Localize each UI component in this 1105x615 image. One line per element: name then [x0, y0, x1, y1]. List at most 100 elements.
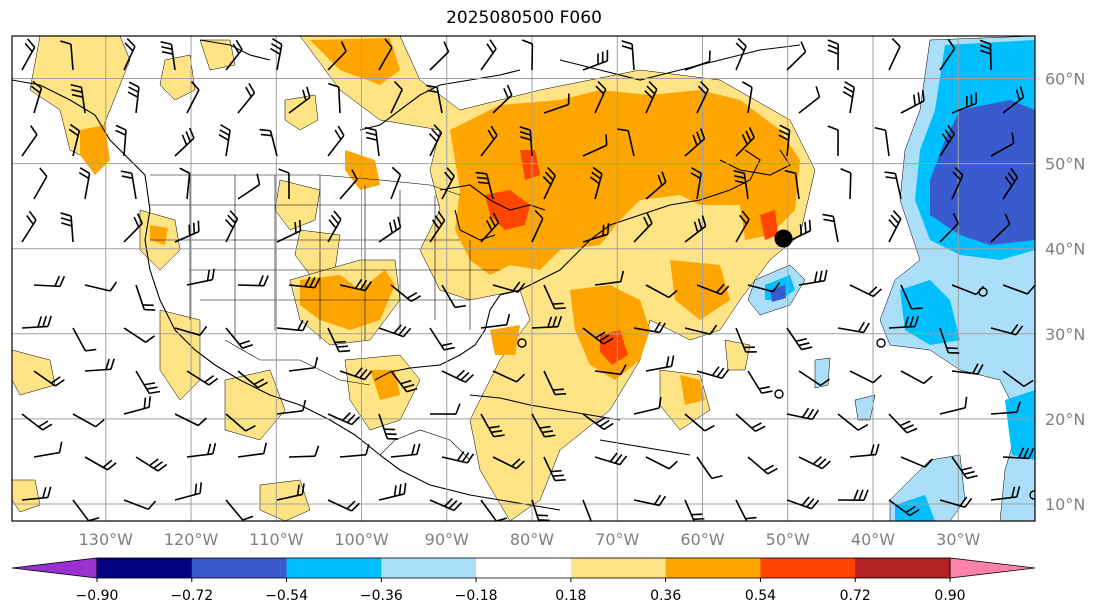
wind-barb [60, 40, 74, 71]
wind-barb [390, 81, 403, 114]
lat-label: 10°N [1045, 495, 1085, 514]
wind-barb [276, 483, 305, 501]
anomaly-shading [12, 36, 1035, 521]
wind-barb [827, 39, 839, 71]
wind-barb [288, 445, 320, 458]
wind-barb [582, 49, 609, 71]
wind-barb [594, 452, 628, 466]
wind-barb [543, 284, 566, 310]
wind-barb [123, 37, 136, 71]
wind-barb [237, 173, 261, 200]
wind-barb [441, 451, 475, 464]
wind-barb [21, 315, 52, 329]
wind-barb [327, 412, 361, 426]
wind-barb [339, 278, 373, 292]
wind-barb [174, 127, 195, 157]
colorbar-tick-label: −0.36 [360, 588, 403, 604]
wind-barb [684, 215, 707, 243]
wind-barb [617, 128, 635, 157]
lat-label: 50°N [1045, 155, 1085, 174]
colorbar-min-extension [11, 557, 98, 579]
wind-barb [378, 413, 399, 440]
wind-barb [582, 327, 614, 345]
wind-barb [21, 125, 38, 157]
wind-barb [594, 80, 607, 114]
wind-barb [849, 284, 882, 298]
colorbar-segment [855, 558, 951, 578]
wind-barb [378, 482, 407, 501]
wind-barb [990, 213, 1011, 243]
wind-barb [21, 486, 52, 501]
wind-barb [288, 356, 319, 372]
wind-barb [390, 284, 422, 303]
colorbar-tick-label: −0.90 [76, 588, 119, 604]
wind-barb [84, 281, 118, 292]
wind-barbs [21, 37, 1035, 521]
calm-marker [517, 338, 527, 348]
wind-barb [186, 442, 217, 458]
wind-barb [1002, 86, 1025, 114]
colorbar-tick-label: −0.72 [170, 588, 213, 604]
wind-barb [33, 441, 63, 458]
colorbar-segment [286, 558, 382, 578]
wind-barb [428, 124, 443, 157]
colorbar-segment [381, 558, 477, 578]
wind-barb [633, 212, 653, 243]
wind-barb [735, 327, 757, 353]
wind-barb [33, 370, 65, 387]
wind-barb [1002, 370, 1034, 388]
wind-barb [747, 282, 781, 293]
wind-barb [21, 413, 53, 431]
wind-barb [78, 167, 91, 200]
wind-barb [492, 84, 513, 114]
wind-barb [747, 456, 778, 475]
wind-barb [784, 169, 800, 200]
lon-label: 40°W [851, 530, 895, 549]
wind-barb [696, 81, 709, 114]
wind-barb [327, 210, 342, 243]
wind-barb [270, 38, 283, 71]
wind-barb [633, 321, 666, 334]
colorbar-segment [97, 558, 193, 578]
lon-label: 70°W [595, 530, 639, 549]
wind-barb [900, 370, 933, 385]
wind-barb [84, 456, 117, 471]
lon-label: 110°W [249, 530, 304, 549]
wind-barb [327, 125, 345, 157]
wind-barb [480, 413, 505, 438]
wind-barb [531, 315, 563, 329]
wind-barb [288, 86, 311, 114]
wind-barb [33, 167, 48, 200]
wind-barb [840, 168, 852, 200]
wind-barb [842, 81, 856, 114]
calm-wind-markers [517, 287, 1035, 500]
colorbar-segment [570, 558, 667, 578]
wind-barb [696, 366, 730, 380]
wind-barb [72, 413, 105, 428]
wind-barb [70, 84, 86, 114]
wind-barb [543, 456, 566, 482]
wind-barb [621, 40, 635, 71]
calm-marker [876, 338, 886, 348]
colorbar-tick-label: −0.18 [455, 588, 498, 604]
wind-barb [72, 499, 100, 521]
wind-barb [979, 39, 992, 71]
wind-barb [786, 407, 820, 421]
wind-barb [939, 396, 968, 415]
wind-barb [225, 327, 254, 349]
wind-barb [521, 39, 534, 71]
wind-barb [339, 444, 370, 458]
wind-barb [68, 123, 81, 157]
wind-barb [84, 358, 115, 372]
wind-barb [1002, 447, 1035, 460]
wind-barb [288, 276, 321, 289]
wind-barb [259, 128, 278, 157]
wind-barb [735, 37, 747, 71]
wind-barb [900, 456, 934, 468]
wind-barb [186, 81, 200, 114]
wind-barb [237, 275, 269, 287]
wind-barb [492, 281, 526, 293]
wind-barb [645, 171, 667, 200]
wind-barb [645, 355, 675, 372]
wind-barb [1002, 167, 1019, 200]
